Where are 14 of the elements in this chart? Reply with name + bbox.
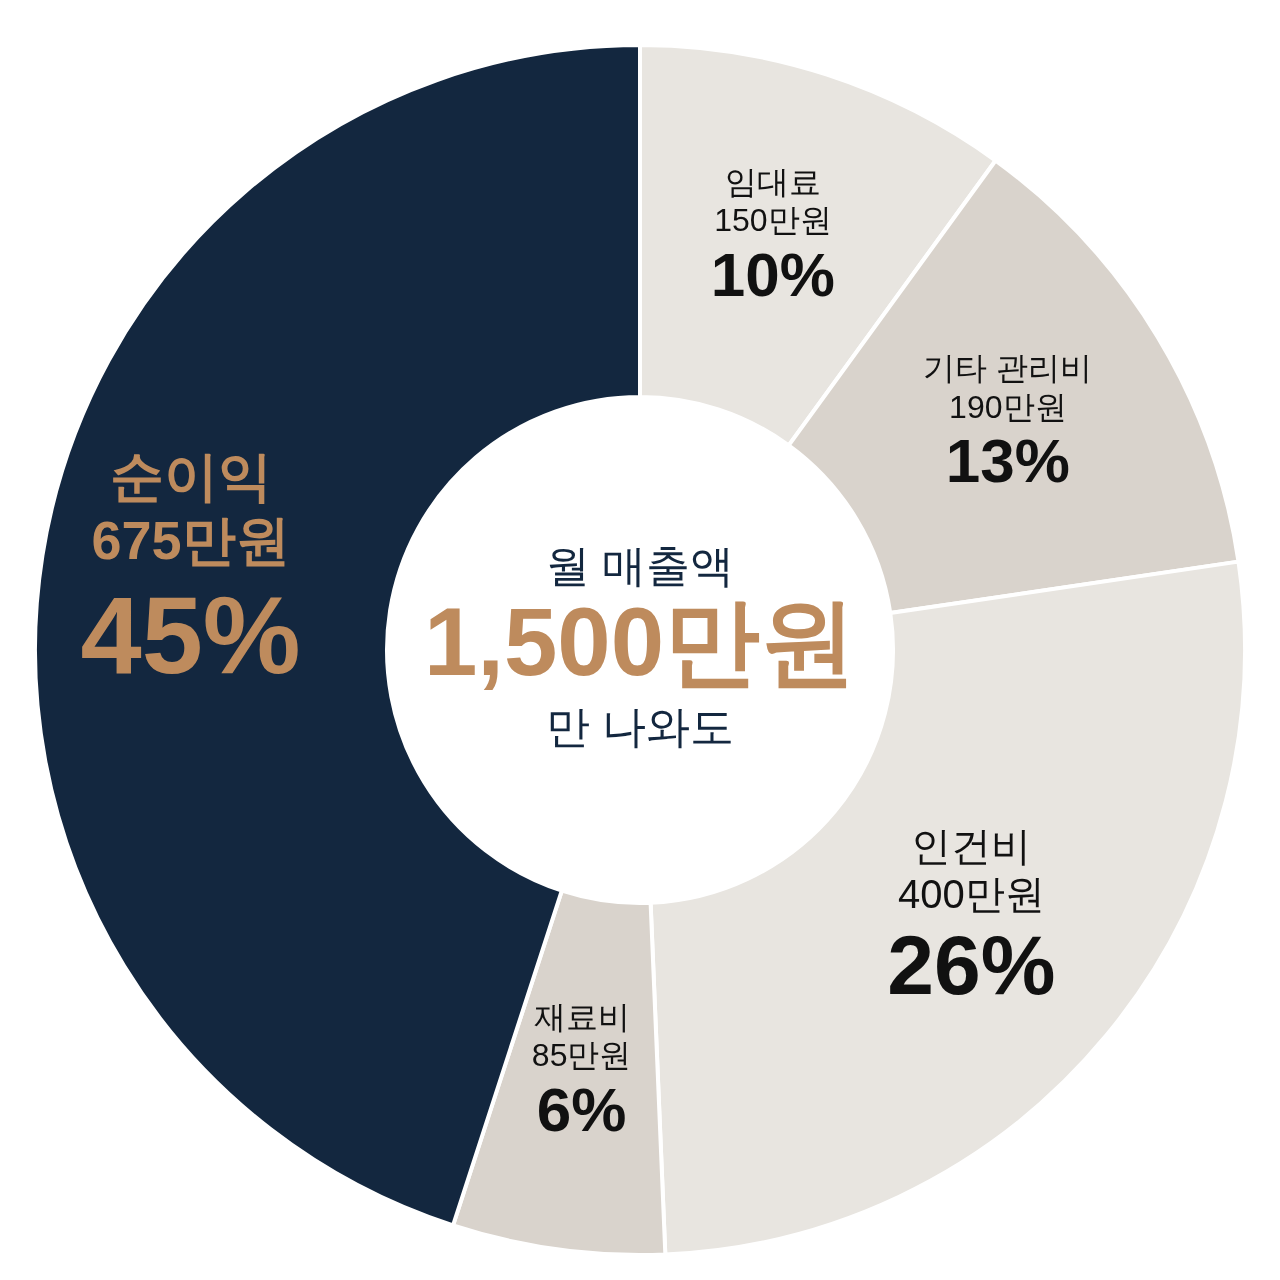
data-label: 190만원 <box>949 388 1067 425</box>
data-label: 85만원 <box>531 1037 632 1074</box>
text: 만 나와도 <box>545 702 735 752</box>
text: 월 매출액 <box>545 541 735 591</box>
slice-label: 순이익 <box>109 445 272 506</box>
slice-label: 기타 관리비 <box>923 350 1093 387</box>
data-label: 150만원 <box>714 202 832 239</box>
data-label: 675만원 <box>91 510 290 571</box>
slice-label: 재료비 <box>533 999 630 1036</box>
slice-label: 임대료 <box>724 164 821 201</box>
text: 45% <box>80 572 301 696</box>
slice-label: 인건비 <box>911 824 1032 869</box>
data-label: 400만원 <box>897 872 1045 917</box>
text: 1,500만원 <box>423 588 857 696</box>
